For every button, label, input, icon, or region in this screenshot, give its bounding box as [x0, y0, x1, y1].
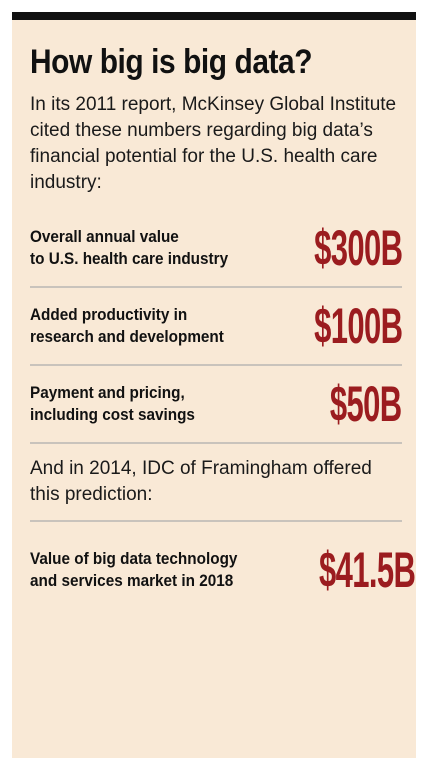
idc-intro-text: And in 2014, IDC of Framingham offered t… — [30, 444, 402, 522]
stat-label: Payment and pricing, including cost savi… — [30, 382, 255, 426]
stat-row-payment-pricing: Payment and pricing, including cost savi… — [30, 366, 403, 444]
stat-label: Added productivity in research and devel… — [30, 304, 237, 348]
stat-value: $50B — [330, 376, 402, 432]
intro-text: In its 2011 report, McKinsey Global Inst… — [30, 94, 397, 193]
stat-label-line: and services market in 2018 — [30, 571, 234, 590]
stat-label-line: Payment and pricing, — [30, 383, 185, 402]
stat-row-productivity: Added productivity in research and devel… — [30, 288, 403, 366]
infographic-panel: How big is big data? In its 2011 report,… — [12, 12, 416, 758]
stat-value: $100B — [313, 298, 403, 354]
infographic-title: How big is big data? — [30, 43, 313, 81]
stat-label-line: including cost savings — [30, 405, 195, 424]
stat-label-line: Value of big data technology — [30, 549, 238, 568]
stat-value: $300B — [313, 220, 403, 276]
stat-label-line: research and development — [30, 327, 224, 346]
stat-label-line: to U.S. health care industry — [30, 249, 229, 268]
stat-label-line: Added productivity in — [30, 305, 188, 324]
stat-value: $41.5B — [319, 542, 416, 598]
stat-label: Value of big data technology and service… — [30, 548, 237, 592]
stat-label-line: Overall annual value — [30, 227, 179, 246]
stat-row-overall-value: Overall annual value to U.S. health care… — [30, 210, 403, 288]
stat-row-market-2018: Value of big data technology and service… — [30, 522, 416, 618]
stat-label: Overall annual value to U.S. health care… — [30, 226, 237, 270]
